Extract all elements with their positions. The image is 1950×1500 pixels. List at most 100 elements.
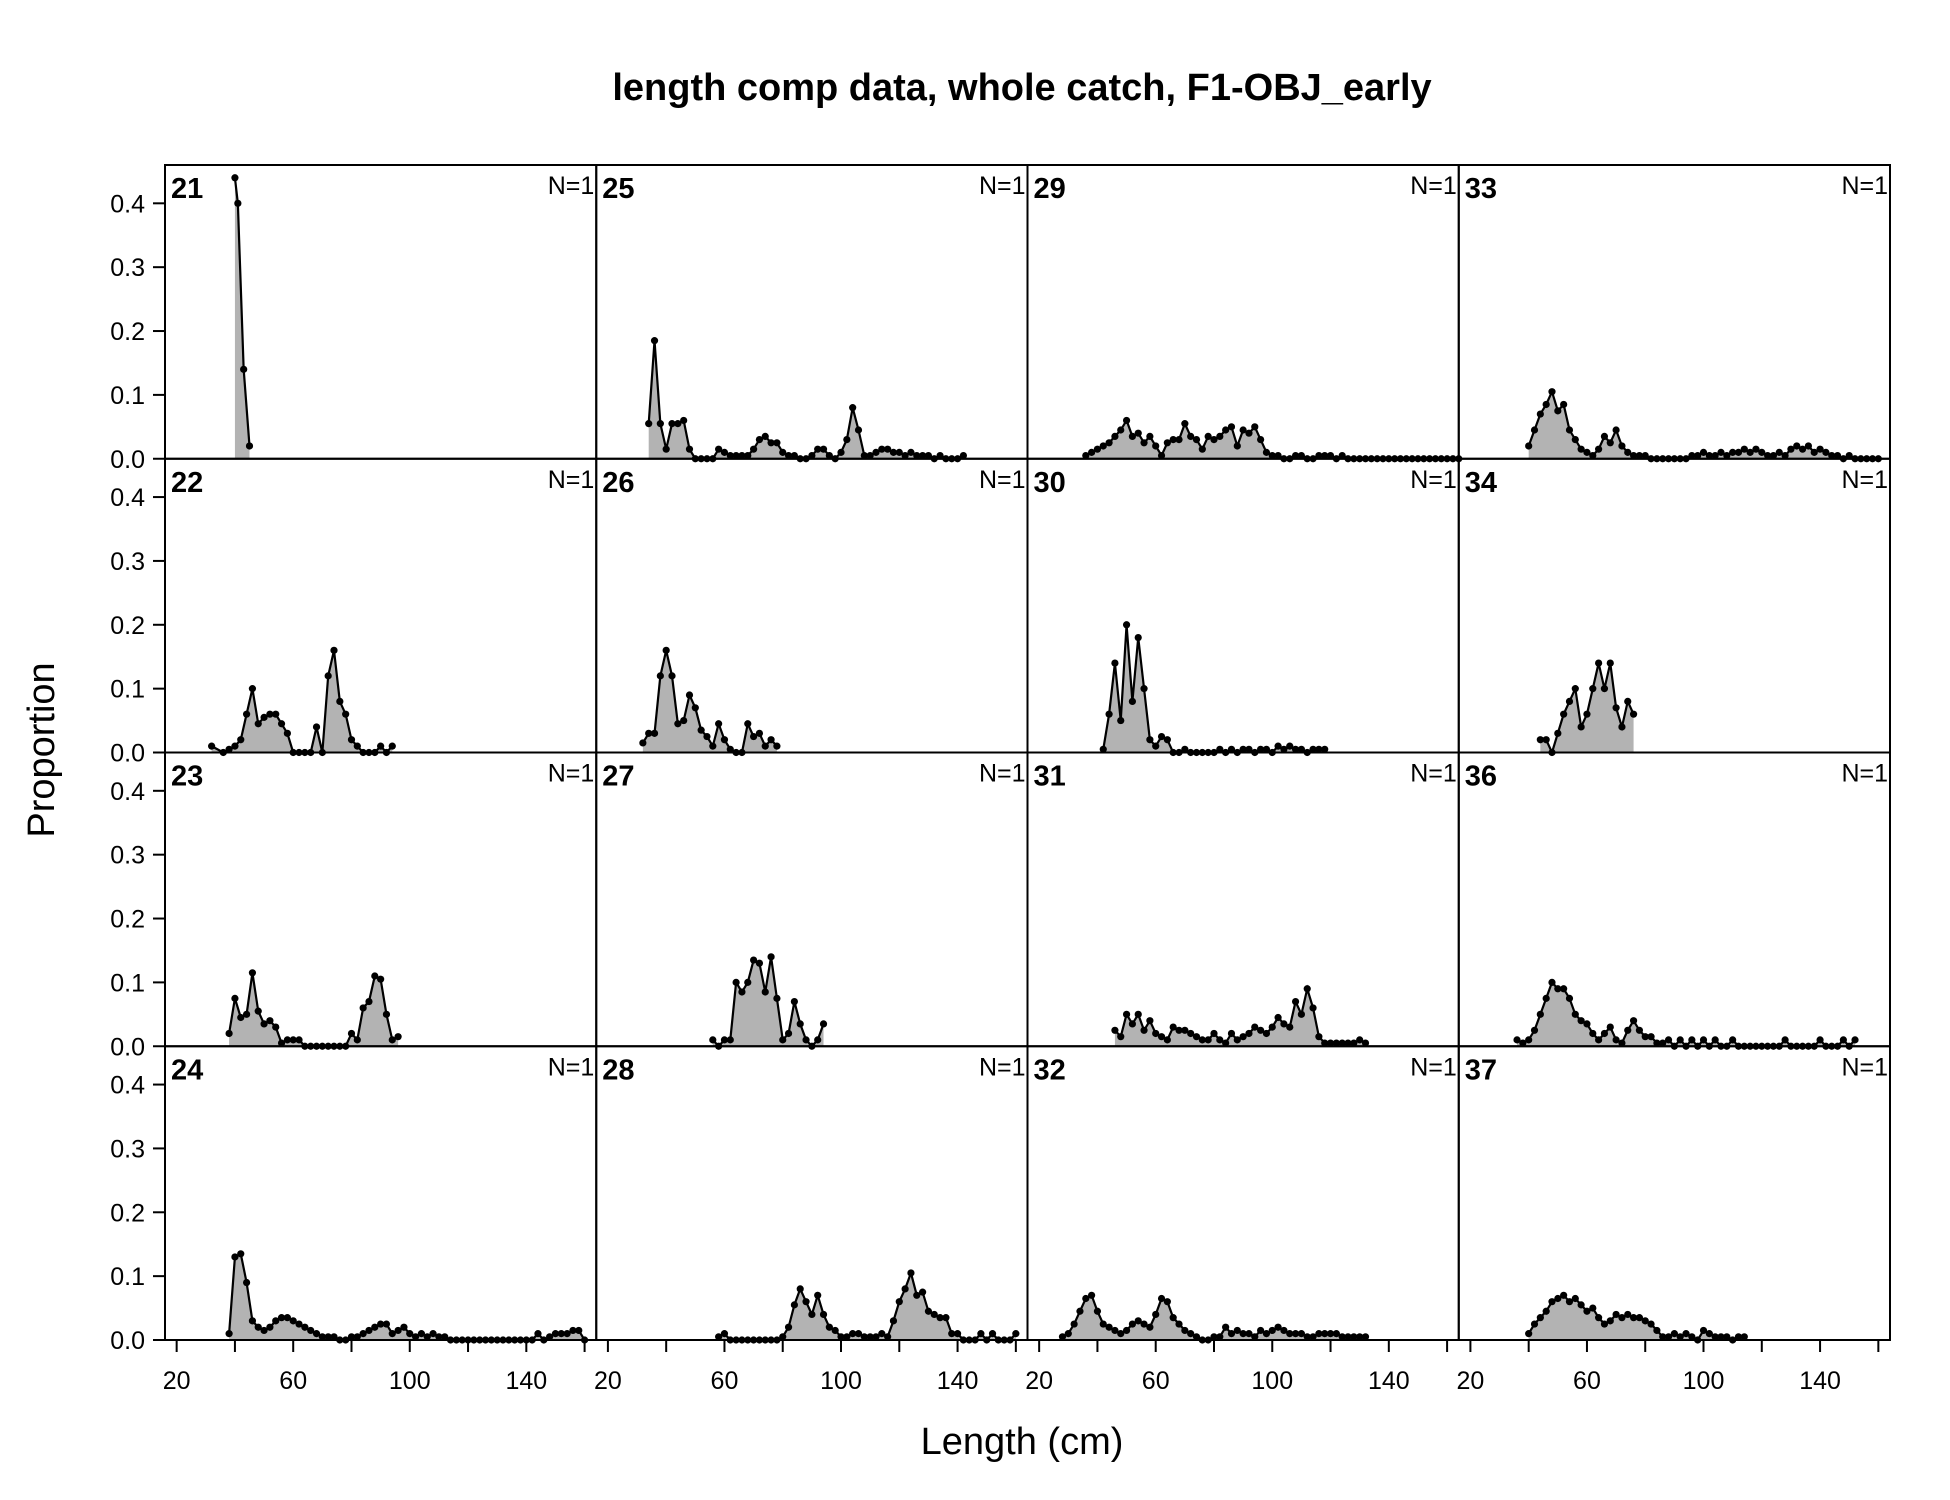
- data-point: [1140, 1026, 1148, 1034]
- data-point: [1128, 1020, 1136, 1028]
- data-point: [1210, 435, 1218, 444]
- data-point: [755, 959, 764, 967]
- data-point: [1204, 1036, 1212, 1044]
- panel-label: 34: [1465, 467, 1497, 499]
- data-point: [1105, 1323, 1113, 1331]
- data-point: [1577, 723, 1585, 731]
- data-point: [1326, 1330, 1335, 1338]
- data-point: [1117, 1330, 1125, 1338]
- data-point: [1723, 1333, 1731, 1341]
- x-tick-label: 100: [1683, 1367, 1725, 1395]
- data-point: [1181, 1326, 1189, 1335]
- data-point: [1286, 1023, 1294, 1031]
- data-point: [1606, 1317, 1614, 1325]
- data-point: [1571, 1294, 1579, 1303]
- y-tick-label: 0.3: [110, 548, 145, 576]
- panel-n-label: N=1: [548, 466, 595, 494]
- data-point: [1694, 451, 1702, 460]
- data-point: [889, 448, 898, 456]
- data-point: [831, 1326, 839, 1335]
- data-point: [732, 978, 740, 986]
- data-point: [779, 1036, 787, 1044]
- data-point: [1257, 1326, 1265, 1335]
- data-point: [546, 1333, 554, 1341]
- data-point: [283, 729, 291, 737]
- panel-label: 28: [602, 1054, 634, 1086]
- x-tick-label: 60: [1573, 1367, 1601, 1395]
- data-point: [738, 988, 746, 996]
- data-point: [1629, 1314, 1638, 1322]
- data-point: [1653, 1326, 1661, 1335]
- panel-n-label: N=1: [979, 172, 1026, 200]
- data-point: [907, 448, 915, 456]
- data-point: [1157, 1294, 1166, 1303]
- data-point: [1583, 1307, 1591, 1315]
- data-point: [1548, 978, 1556, 986]
- data-point: [1554, 729, 1562, 737]
- data-point: [1239, 1330, 1247, 1338]
- data-point: [237, 736, 245, 744]
- data-point: [773, 439, 781, 447]
- data-point: [779, 1333, 787, 1341]
- data-point: [1163, 439, 1171, 447]
- x-tick-label: 20: [1025, 1367, 1053, 1395]
- data-point: [907, 1269, 915, 1277]
- data-point: [231, 994, 239, 1002]
- data-point: [1227, 423, 1236, 431]
- data-point: [854, 1330, 863, 1338]
- data-point: [866, 451, 874, 460]
- data-point: [1251, 1333, 1259, 1341]
- data-point: [720, 1036, 729, 1044]
- data-point: [1291, 997, 1300, 1006]
- panel-n-label: N=1: [1410, 172, 1457, 200]
- panel-label: 31: [1034, 761, 1066, 793]
- data-point: [1175, 1320, 1183, 1328]
- data-point: [1688, 1333, 1696, 1341]
- data-point: [767, 736, 775, 744]
- data-point: [1303, 985, 1311, 993]
- data-point: [1280, 1020, 1288, 1028]
- data-point: [895, 448, 903, 456]
- x-tick-label: 140: [1799, 1367, 1841, 1395]
- panel-33-area: [1528, 391, 1879, 459]
- x-tick-label: 60: [279, 1367, 307, 1395]
- data-point: [342, 710, 350, 718]
- data-point: [295, 1036, 303, 1044]
- data-point: [837, 448, 845, 456]
- data-point: [260, 1020, 268, 1028]
- data-point: [1781, 451, 1789, 460]
- data-point: [1157, 451, 1166, 460]
- data-point: [1798, 445, 1807, 453]
- data-point: [720, 448, 729, 456]
- y-axis-title: Proportion: [21, 662, 63, 837]
- data-point: [919, 1288, 927, 1296]
- data-point: [1268, 1023, 1276, 1031]
- data-point: [726, 451, 734, 460]
- data-point: [715, 445, 723, 453]
- data-point: [1012, 1330, 1020, 1338]
- data-point: [1734, 448, 1743, 456]
- data-point: [1536, 736, 1544, 744]
- data-point: [685, 445, 694, 453]
- data-point: [1717, 448, 1725, 456]
- data-point: [1157, 732, 1166, 741]
- data-point: [1729, 448, 1737, 456]
- data-point: [1565, 994, 1574, 1002]
- data-point: [1554, 985, 1562, 993]
- data-point: [668, 672, 676, 680]
- data-point: [382, 1010, 391, 1018]
- data-point: [1105, 439, 1113, 447]
- data-point: [248, 1317, 257, 1325]
- data-point: [750, 956, 758, 964]
- data-point: [400, 1323, 408, 1331]
- data-point: [1076, 1307, 1084, 1315]
- y-tick-label: 0.1: [110, 969, 145, 997]
- data-point: [1828, 451, 1836, 460]
- data-point: [289, 1036, 297, 1044]
- data-point: [254, 1323, 262, 1331]
- data-point: [1589, 685, 1597, 693]
- data-point: [1146, 1017, 1154, 1025]
- data-point: [1600, 1320, 1609, 1328]
- data-point: [1227, 1029, 1236, 1038]
- data-point: [1589, 1029, 1597, 1038]
